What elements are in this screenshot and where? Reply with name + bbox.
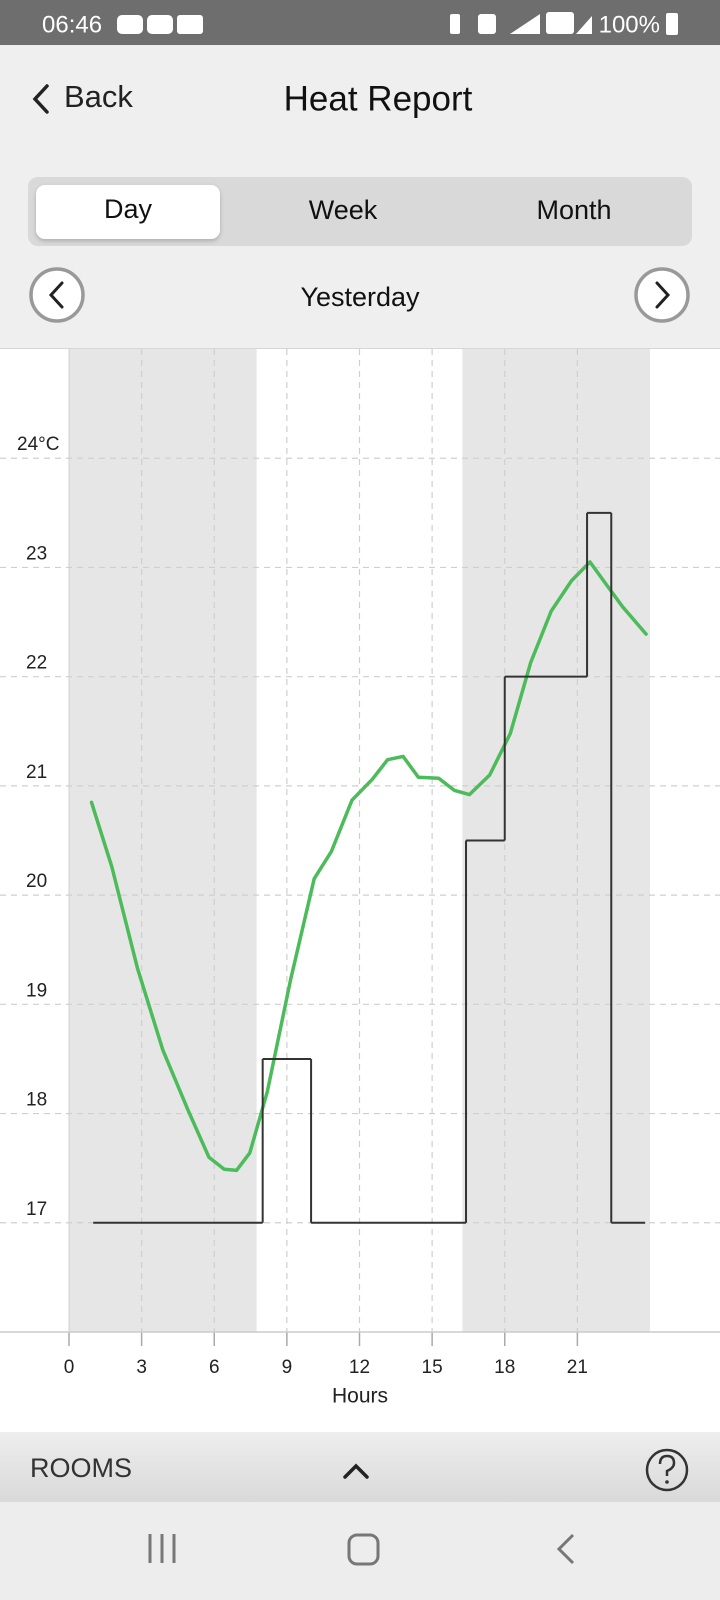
x-tick-label: 6 xyxy=(209,1357,220,1378)
date-label: Yesterday xyxy=(300,282,420,312)
y-tick-label: 24°C xyxy=(17,434,59,455)
tab[interactable]: Week xyxy=(309,195,378,225)
y-tick-label: 21 xyxy=(26,762,47,783)
x-tick-label: 15 xyxy=(422,1357,443,1378)
x-tick-label: 9 xyxy=(282,1357,293,1378)
status-icons-right xyxy=(450,12,678,35)
nav-bar xyxy=(0,1502,720,1600)
y-tick-label: 19 xyxy=(26,980,47,1001)
tab[interactable]: Day xyxy=(104,194,153,224)
rooms-label[interactable]: ROOMS xyxy=(30,1453,132,1483)
back-label[interactable]: Back xyxy=(64,79,133,114)
x-tick-label: 3 xyxy=(136,1357,147,1378)
x-axis-label: Hours xyxy=(332,1385,388,1408)
temperature-line xyxy=(89,560,648,1173)
y-tick-label: 22 xyxy=(26,653,47,674)
tab[interactable]: Month xyxy=(536,195,611,225)
rooms-expand[interactable] xyxy=(343,1463,369,1479)
y-tick-label: 17 xyxy=(26,1199,47,1220)
status-icons-left xyxy=(117,15,203,34)
nav-buttons[interactable] xyxy=(148,1533,575,1566)
x-tick-label: 18 xyxy=(494,1357,515,1378)
y-tick-label: 20 xyxy=(26,871,47,892)
back-icon xyxy=(32,84,49,114)
chart: 17 18 19 20 21 22 23 24°C 0 3 6 9 12 15 18 21 xyxy=(0,349,720,1378)
tab-selected xyxy=(36,185,220,239)
prev-button[interactable] xyxy=(29,267,85,323)
y-tick-label: 23 xyxy=(26,543,47,564)
page-title: Heat Report xyxy=(284,79,473,118)
rooms-bar[interactable] xyxy=(0,1432,720,1502)
x-tick-label: 21 xyxy=(567,1357,588,1378)
x-tick-label: 0 xyxy=(64,1357,75,1378)
shaded-range xyxy=(69,349,257,1332)
back-button[interactable]: Back xyxy=(32,79,133,114)
help-button[interactable] xyxy=(645,1448,689,1492)
status-time: 06:46 xyxy=(42,11,102,38)
x-tick-label: 12 xyxy=(349,1357,370,1378)
status-battery: 100% xyxy=(599,11,660,38)
next-button[interactable] xyxy=(634,267,690,323)
y-tick-label: 18 xyxy=(26,1090,47,1111)
